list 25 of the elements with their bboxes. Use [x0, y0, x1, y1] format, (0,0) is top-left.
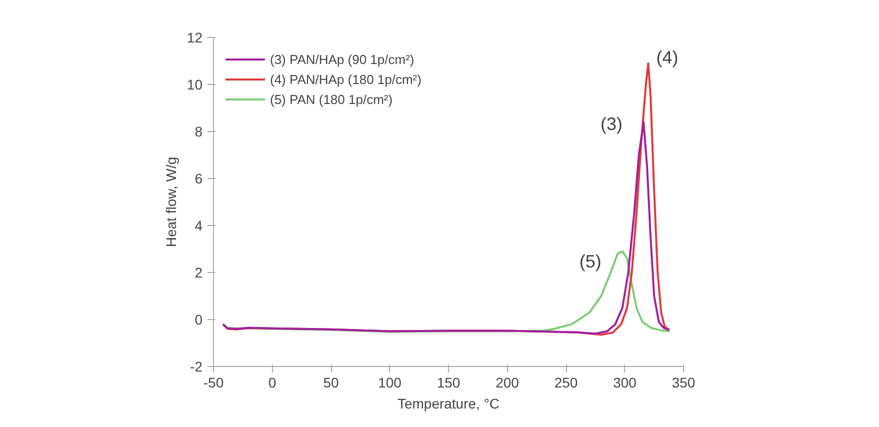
- y-tick-label: -2: [190, 358, 203, 374]
- annotation: (5): [579, 251, 602, 272]
- x-tick-label: 100: [378, 374, 402, 390]
- legend-label: (3) PAN/HAp (90 1p/cm²): [270, 52, 414, 66]
- x-tick-label: 350: [672, 374, 696, 390]
- x-tick-label: 50: [323, 374, 339, 390]
- x-tick-label: 150: [436, 374, 460, 390]
- y-tick-label: 2: [194, 264, 203, 280]
- legend-label: (4) PAN/HAp (180 1p/cm²): [270, 72, 422, 86]
- x-tick-label: 300: [613, 374, 637, 390]
- y-tick-label: 0: [194, 312, 203, 328]
- annotation: (4): [656, 47, 678, 68]
- y-tick-label: 8: [194, 124, 203, 140]
- annotation: (3): [600, 114, 623, 134]
- y-tick-label: 4: [194, 218, 203, 234]
- x-axis-title: Temperature, °C: [397, 396, 500, 412]
- x-tick-label: -50: [203, 374, 224, 390]
- y-tick-label: 10: [186, 76, 203, 92]
- x-tick-label: 250: [554, 374, 578, 390]
- x-tick-label: 0: [268, 374, 276, 390]
- legend-label: (5) PAN (180 1p/cm²): [270, 92, 393, 106]
- y-tick-label: 12: [186, 30, 203, 46]
- y-axis-title: Heat flow, W/g: [162, 156, 179, 248]
- y-tick-label: 6: [194, 170, 203, 186]
- x-tick-label: 200: [496, 374, 520, 390]
